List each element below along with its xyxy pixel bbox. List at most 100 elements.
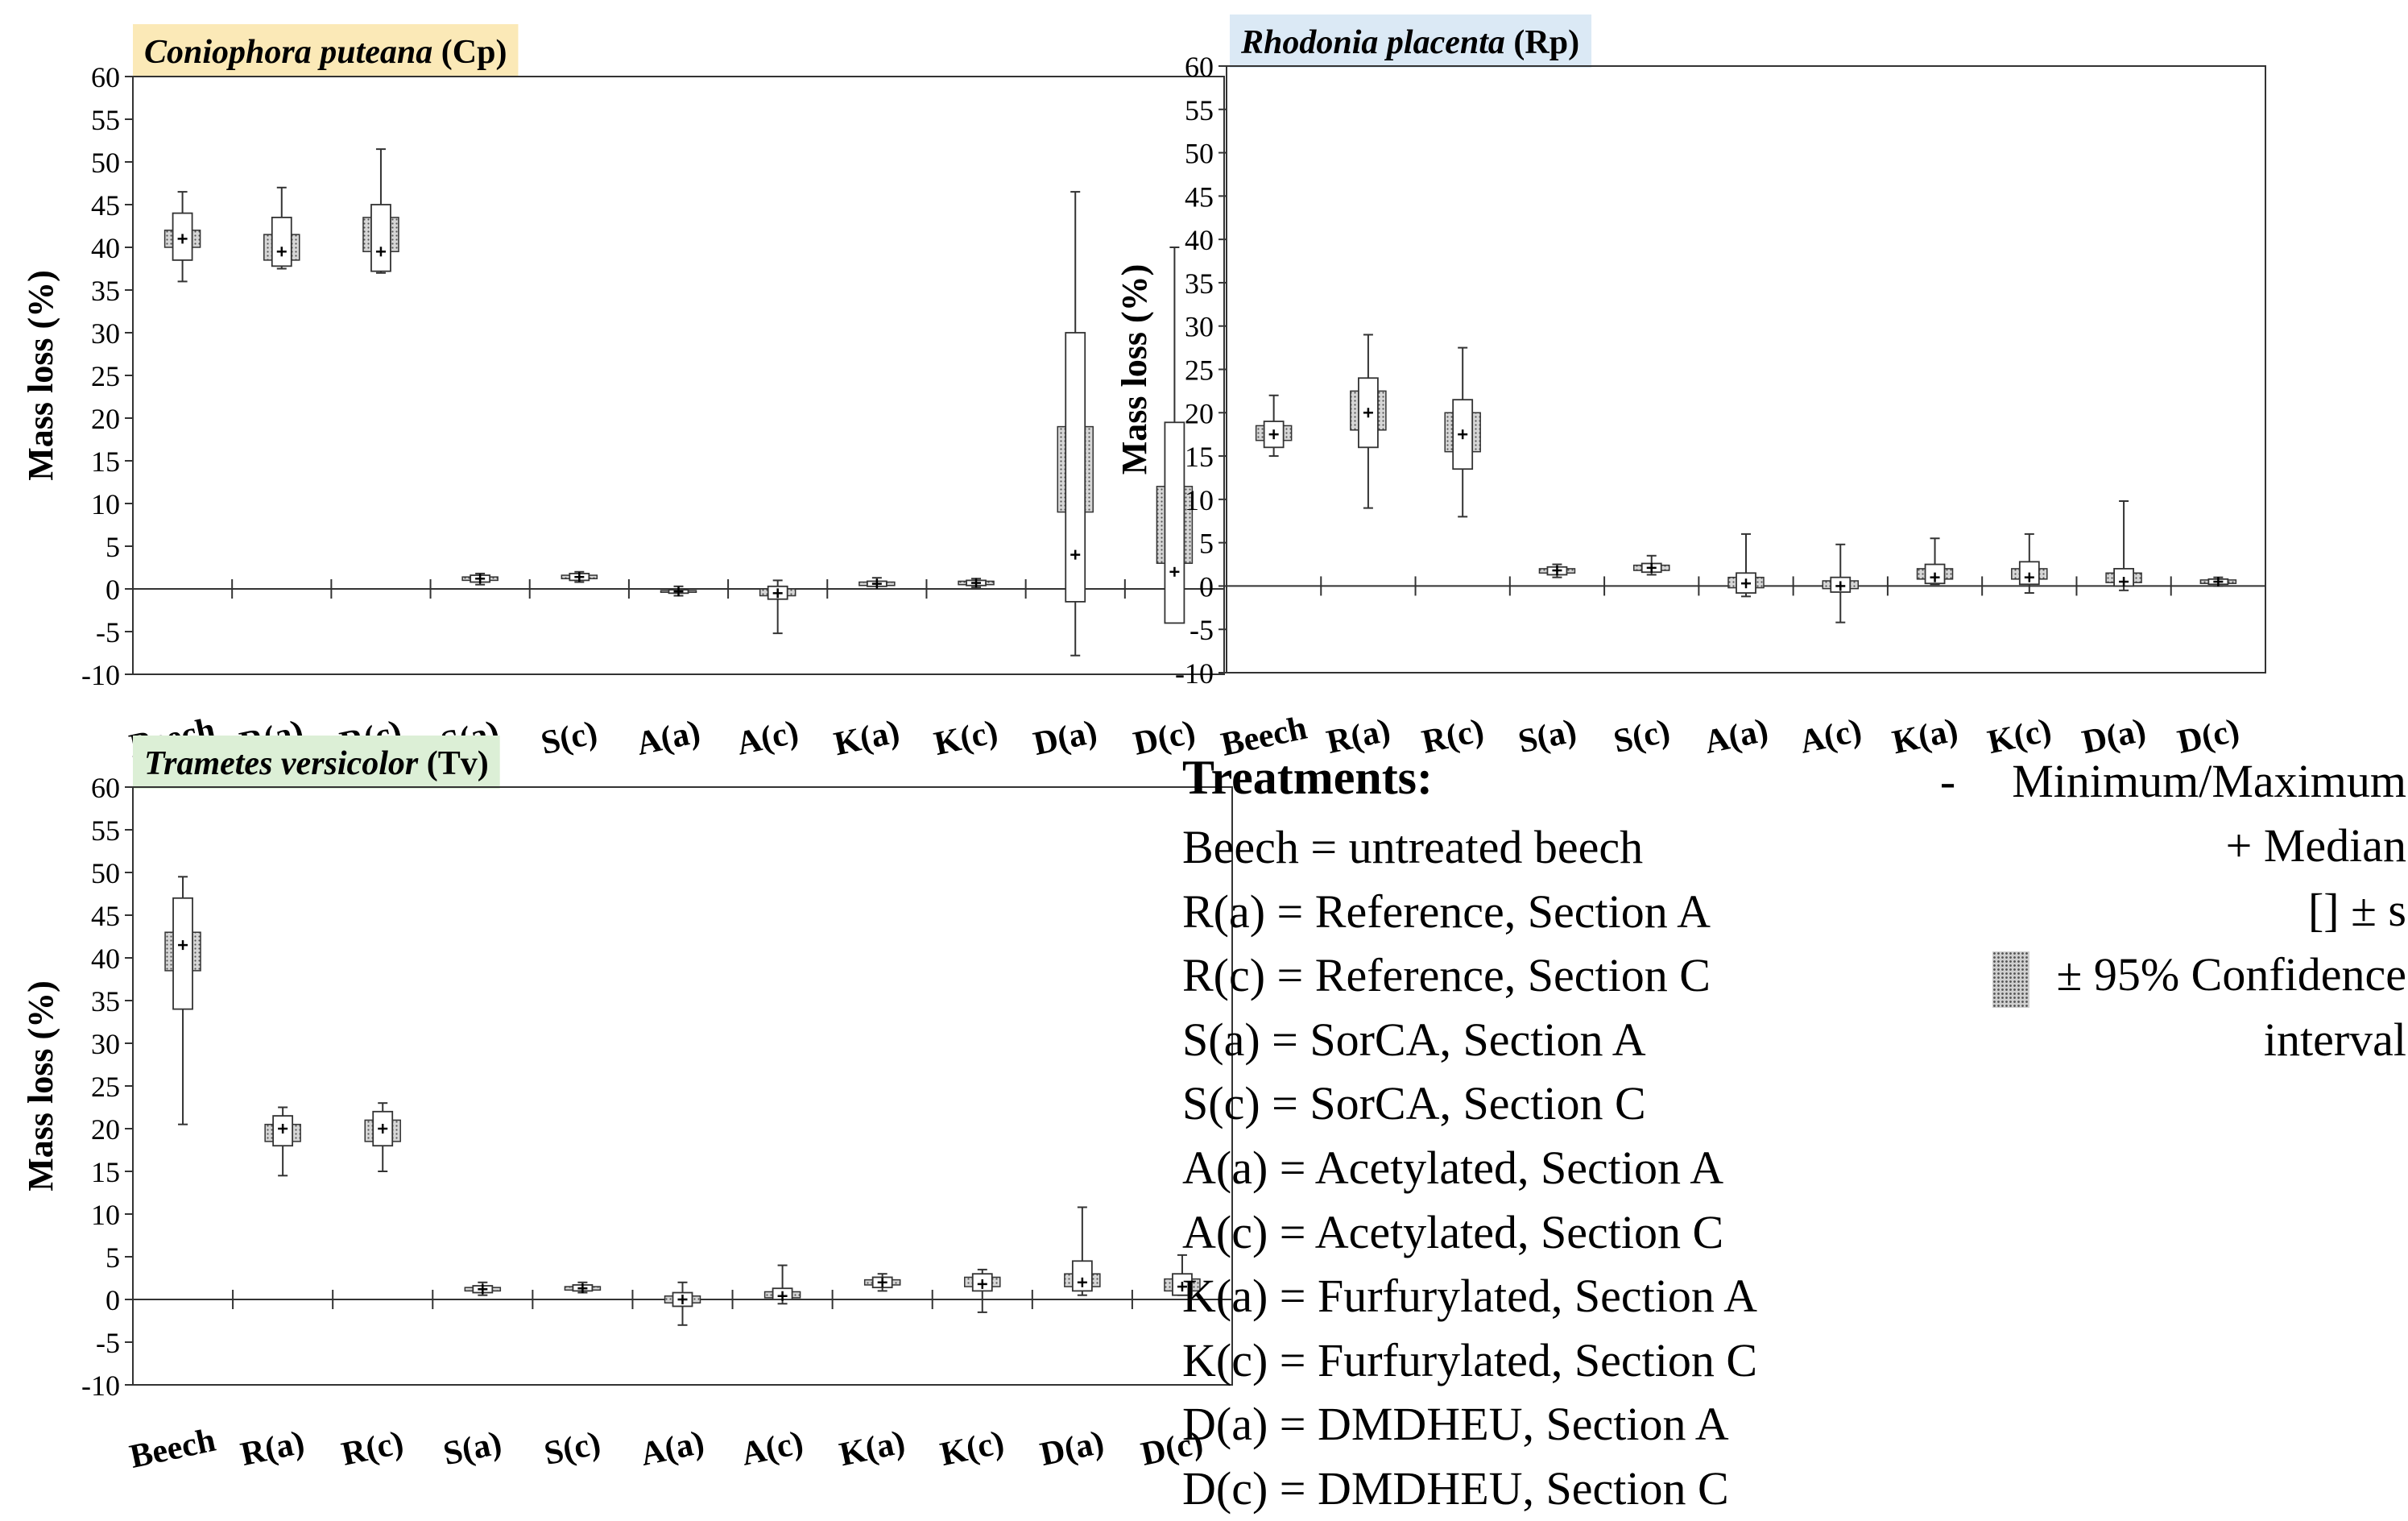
box-R(c) xyxy=(364,1102,401,1172)
box-D(c) xyxy=(2199,576,2237,587)
y-tick-label: -10 xyxy=(81,1370,120,1402)
box-D(c) xyxy=(1156,247,1194,624)
x-tick-label: Beech xyxy=(126,1422,219,1476)
key-ci-label: ± 95% Confidence xyxy=(2056,948,2407,1001)
y-tick-label: -5 xyxy=(96,616,120,649)
box-R(a) xyxy=(263,186,300,270)
box-S(c) xyxy=(564,1281,602,1294)
y-tick-label: 15 xyxy=(91,1156,120,1188)
y-tick-label: 40 xyxy=(1185,224,1214,256)
y-tick-label: 40 xyxy=(91,943,120,975)
y-tick-label: 5 xyxy=(106,1241,120,1274)
sd-box xyxy=(370,204,391,272)
box-R(c) xyxy=(362,148,399,274)
y-tick-label: 35 xyxy=(91,275,120,307)
chart-title-species: Trametes versicolor xyxy=(144,745,419,782)
chart-title-text: Trametes versicolor (Tv) xyxy=(144,745,489,782)
box-K(c) xyxy=(2011,533,2048,595)
treatment-item: Beech = untreated beech xyxy=(1182,821,1644,873)
sd-box xyxy=(1164,421,1185,624)
chart-title-abbr: (Tv) xyxy=(418,745,489,782)
key-minmax-symbol: - xyxy=(1939,755,1956,807)
chart-title-abbr: (Cp) xyxy=(432,34,507,71)
y-tick-label: 0 xyxy=(106,1284,120,1316)
y-tick-label: 20 xyxy=(91,403,120,435)
box-key: - Minimum/Maximum + Median [] ± s ± 95% C… xyxy=(1843,749,2406,1072)
x-tick-label: A(c) xyxy=(739,1424,807,1473)
x-tick-label: A(a) xyxy=(637,1424,707,1473)
chart-title-text: Rhodonia placenta (Rp) xyxy=(1240,24,1579,61)
y-tick-label: 40 xyxy=(91,232,120,264)
chart-title: Rhodonia placenta (Rp) xyxy=(1230,15,1592,68)
legend-area: Treatments: Beech = untreated beech R(a)… xyxy=(1182,749,2406,1515)
y-tick-label: 50 xyxy=(91,147,120,179)
key-ci-2: interval xyxy=(2263,1013,2406,1066)
treatment-item: R(c) = Reference, Section C xyxy=(1182,949,1711,1002)
chart-title-abbr: (Rp) xyxy=(1505,24,1579,61)
sd-box xyxy=(271,216,292,267)
y-tick-label: 0 xyxy=(1199,570,1214,603)
y-tick-label: 5 xyxy=(106,531,120,563)
treatment-item: D(c) = DMDHEU, Section C xyxy=(1182,1461,1729,1515)
y-tick-label: 30 xyxy=(1185,311,1214,343)
box-S(c) xyxy=(561,570,598,583)
box-Beech xyxy=(164,876,201,1125)
treatment-item: D(a) = DMDHEU, Section A xyxy=(1182,1398,1729,1451)
y-axis-label: Mass loss (%) xyxy=(1115,264,1154,475)
y-axis-label: Mass loss (%) xyxy=(21,270,60,481)
sd-box xyxy=(1172,1273,1193,1296)
chart-title-species: Coniophora puteana xyxy=(144,34,432,71)
y-tick-label: 55 xyxy=(91,814,120,847)
y-tick-label: -5 xyxy=(1190,614,1214,646)
key-median: + Median xyxy=(2225,819,2406,872)
x-tick-label: R(a) xyxy=(238,1424,308,1473)
y-axis-label: Mass loss (%) xyxy=(21,980,60,1192)
chart-rhodonia-placenta: Rhodonia placenta (Rp)605550454035302520… xyxy=(1115,15,2266,764)
y-tick-label: 10 xyxy=(1185,484,1214,516)
y-tick-label: 60 xyxy=(1185,51,1214,83)
key-minmax: - Minimum/Maximum xyxy=(1843,749,2406,814)
box-A(c) xyxy=(759,579,796,635)
y-tick-label: 30 xyxy=(91,1028,120,1060)
sd-box xyxy=(1065,332,1086,603)
plot-frame xyxy=(132,76,1225,675)
box-A(c) xyxy=(763,1264,801,1305)
box-A(c) xyxy=(1822,543,1860,624)
box-S(c) xyxy=(1632,554,1670,576)
treatment-item: S(c) = SorCA, Section C xyxy=(1182,1077,1646,1130)
panel-cp: Coniophora puteana (Cp) 60 55 50 45 40 35 30 25 2… xyxy=(0,0,1225,765)
treatment-item: K(c) = Furfurylated, Section C xyxy=(1182,1333,1758,1386)
y-tick-label: 5 xyxy=(1199,528,1214,560)
chart-title-background xyxy=(133,24,519,77)
box-A(a) xyxy=(664,1281,701,1326)
treatments-list: Beech = untreated beech R(a) = Reference… xyxy=(1182,815,1757,1521)
y-tick-label: 45 xyxy=(91,900,120,932)
y-tick-label: 25 xyxy=(91,1071,120,1103)
y-tick-label: 45 xyxy=(91,189,120,222)
y-tick-label: 15 xyxy=(1185,441,1214,473)
y-tick-label: 45 xyxy=(1185,180,1214,213)
x-tick-label: K(a) xyxy=(836,1424,908,1473)
treatment-item: K(a) = Furfurylated, Section A xyxy=(1182,1270,1758,1323)
y-tick-label: 35 xyxy=(91,985,120,1017)
treatment-item: A(c) = Acetylated, Section C xyxy=(1182,1205,1724,1258)
y-tick-label: 20 xyxy=(91,1113,120,1146)
box-K(a) xyxy=(859,577,896,590)
box-K(c) xyxy=(958,578,995,588)
ci-swatch-icon xyxy=(1992,951,2029,1008)
treatment-item: S(a) = SorCA, Section A xyxy=(1182,1013,1646,1066)
box-Beech xyxy=(1255,394,1293,458)
panel-tv: Trametes versicolor (Tv) 60 55 50 45 40 35 30 25… xyxy=(0,729,1233,1476)
y-tick-label: 25 xyxy=(1185,354,1214,387)
chart-title: Coniophora puteana (Cp) xyxy=(133,24,519,77)
x-tick-label: R(c) xyxy=(338,1424,407,1473)
y-tick-label: 55 xyxy=(1185,94,1214,126)
x-tick-label: S(c) xyxy=(541,1425,604,1473)
key-ci: ± 95% Confidence xyxy=(1843,943,2406,1008)
y-tick-label: 55 xyxy=(91,104,120,136)
box-S(a) xyxy=(461,572,499,586)
y-tick-label: 50 xyxy=(1185,138,1214,170)
box-D(a) xyxy=(1057,191,1094,657)
panel-rp: Rhodonia placenta (Rp) 60 55 50 45 40 35 30 25 20… xyxy=(1115,0,2380,764)
sd-box xyxy=(272,1115,294,1147)
